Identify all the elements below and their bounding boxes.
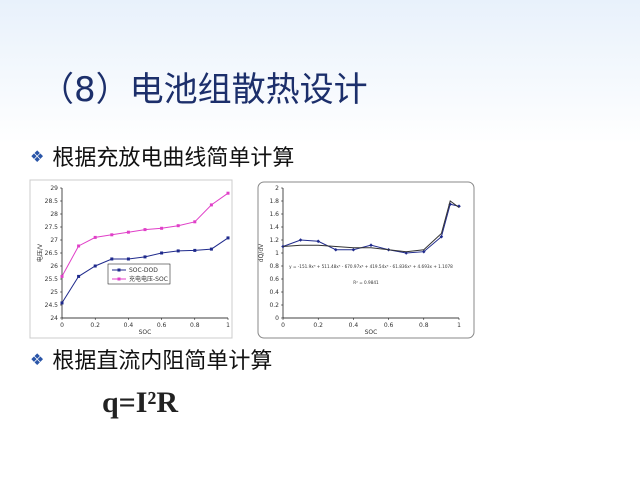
y-tick-label: 26 [50,263,58,270]
bullet-text: 根据直流内阻简单计算 [52,349,273,374]
point [422,249,426,254]
y-axis-label: 电压/V [36,243,44,262]
point [176,249,180,253]
legend-marker [117,268,121,272]
point [298,238,303,242]
y-tick-label: 0 [275,315,279,322]
x-axis-label: SOC [139,329,152,336]
point [93,264,97,268]
point [77,274,81,278]
point [334,247,338,252]
x-tick-label: 0.6 [384,322,394,329]
series-line [282,200,460,253]
bullet: ❖ 根据充放电曲线简单计算 [30,146,295,171]
y-tick-label: 0.2 [269,302,279,309]
point [126,257,130,261]
y-tick-label: 25.5 [45,276,59,283]
point [351,247,356,252]
point [209,247,213,251]
legend-label: 充电电压-SOC [129,275,168,283]
x-tick-label: 0.4 [124,322,134,329]
y-tick-label: 28.5 [45,198,59,205]
x-tick-label: 0.4 [349,322,359,329]
point [93,235,97,239]
point [193,220,197,224]
y-axis-label: dQ/dV [258,243,265,262]
y-tick-label: 27.5 [45,224,59,231]
point [457,204,461,208]
series-line [282,203,460,254]
point [143,255,147,259]
x-tick-label: 0.2 [313,322,323,329]
point [160,251,164,255]
point [316,239,320,244]
y-tick-label: 26.5 [45,250,59,257]
y-tick-label: 0.8 [269,263,279,270]
legend-marker [117,277,121,281]
y-tick-label: 0.4 [269,289,279,296]
chart-frame [257,181,475,339]
y-tick-label: 28 [50,211,58,218]
y-tick-label: 24.5 [45,302,59,309]
point [193,248,197,252]
point [226,236,230,240]
x-tick-label: 1 [226,322,230,329]
x-tick-label: 1 [457,322,461,329]
point [126,230,130,234]
y-tick-label: 2 [275,185,279,192]
point [77,244,81,248]
y-tick-label: 1.6 [269,211,279,218]
x-tick-label: 0.8 [190,322,200,329]
point [110,257,114,261]
point [110,233,114,237]
x-tick-label: 0 [281,322,285,329]
x-tick-label: 0 [60,322,64,329]
point [176,224,180,228]
point [209,203,213,207]
y-tick-label: 0.6 [269,276,279,283]
point [369,243,373,247]
bullet: ❖ 根据直流内阻简单计算 [30,349,273,374]
legend-box [107,263,171,285]
y-tick-label: 1.4 [269,224,279,231]
y-tick-label: 25 [50,289,58,296]
point [439,234,444,239]
x-tick-label: 0.2 [90,322,100,329]
x-axis-label: SOC [365,329,378,336]
y-tick-label: 1 [275,250,279,257]
slide-title: （8）电池组散热设计 [40,70,368,110]
point [226,191,230,195]
point [143,228,147,232]
point [160,226,164,230]
point [60,301,64,305]
x-tick-label: 0.6 [157,322,167,329]
annotation: R² = 0.9841 [353,280,379,285]
annotation: y = -151.9x⁶ + 511.48x⁵ - 670.97x⁴ + 419… [289,264,453,269]
point [60,274,64,278]
bullet-text: 根据充放电曲线简单计算 [52,146,295,171]
y-tick-label: 29 [50,185,58,192]
y-tick-label: 27 [50,237,58,244]
y-tick-label: 1.2 [269,237,279,244]
y-tick-label: 24 [50,315,58,322]
x-tick-label: 0.8 [419,322,429,329]
formula: q=I²R [78,378,202,428]
y-tick-label: 1.8 [269,198,279,205]
legend-label: SOC-DOD [129,267,158,274]
